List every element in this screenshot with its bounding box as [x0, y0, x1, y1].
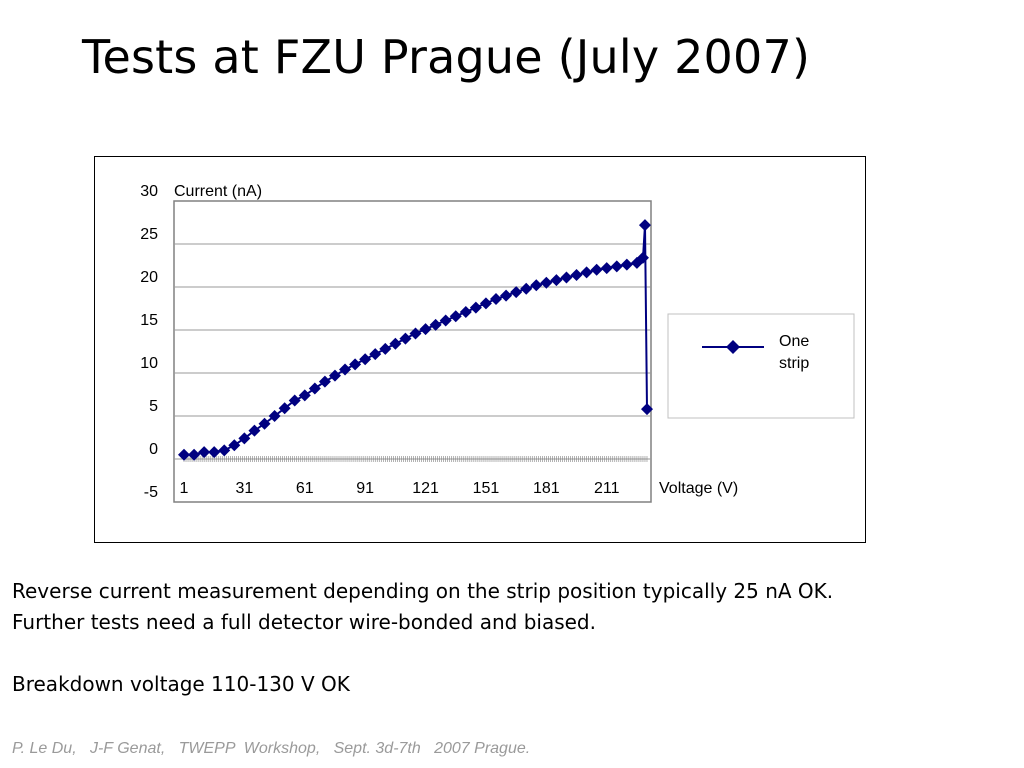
x-tick-label: 1: [180, 480, 189, 497]
data-point: [389, 337, 402, 350]
y-tick-label: 5: [149, 398, 158, 415]
x-tick-label: 61: [296, 480, 314, 497]
legend: One strip: [667, 313, 855, 419]
data-point: [530, 279, 543, 292]
legend-label-line: One: [779, 333, 809, 350]
y-tick-label: -5: [144, 484, 158, 501]
x-tick-label: 121: [412, 480, 439, 497]
data-point: [288, 394, 301, 407]
grid-lines: [174, 243, 651, 460]
data-point: [560, 271, 573, 284]
y-tick-label: 20: [140, 269, 158, 286]
data-point: [278, 402, 291, 415]
data-point: [308, 382, 321, 395]
data-point: [198, 446, 211, 459]
slide-title: Tests at FZU Prague (July 2007): [82, 30, 811, 84]
data-point: [449, 310, 462, 323]
x-tick-labels: 1 31 61 91 121 151 181 211: [180, 456, 648, 497]
chart-frame: 30 25 20 15 10 5 0 -5 1 31 61 91 121 151 181 211 Curre…: [94, 156, 866, 543]
data-point: [570, 268, 583, 281]
data-point: [550, 274, 563, 287]
x-tick-label: 181: [533, 480, 560, 497]
data-point: [379, 342, 392, 355]
data-point: [258, 417, 271, 430]
x-tick-label: 211: [594, 480, 620, 497]
footer-citation: P. Le Du, J-F Genat, TWEPP Workshop, Sep…: [12, 740, 531, 757]
data-point: [600, 262, 613, 275]
y-tick-labels: 30 25 20 15 10 5 0 -5: [140, 183, 158, 501]
data-point: [439, 314, 452, 327]
data-point: [500, 289, 513, 302]
data-point: [636, 251, 649, 264]
data-point: [490, 293, 503, 306]
data-point: [610, 260, 623, 273]
y-tick-label: 25: [140, 226, 158, 243]
series-one-strip: [178, 219, 653, 461]
data-point: [208, 446, 221, 459]
data-point: [339, 363, 352, 376]
data-point: [469, 301, 482, 314]
y-tick-label: 10: [140, 355, 158, 372]
data-point: [248, 424, 261, 437]
data-point: [459, 305, 472, 318]
y-tick-label: 15: [140, 312, 158, 329]
iv-chart: 30 25 20 15 10 5 0 -5 1 31 61 91 121 151 181 211 Curre…: [140, 183, 855, 503]
x-tick-label: 91: [356, 480, 374, 497]
body-line-3: Breakdown voltage 110-130 V OK: [12, 672, 350, 696]
data-point: [409, 327, 422, 340]
y-tick-label: 30: [140, 183, 158, 200]
data-point: [630, 256, 643, 269]
x-axis-label: Voltage (V): [659, 480, 738, 497]
data-point: [298, 389, 311, 402]
data-point: [268, 410, 281, 422]
data-point: [590, 263, 603, 276]
data-point: [520, 282, 533, 295]
y-tick-label: 0: [149, 441, 158, 458]
data-point: [479, 297, 492, 310]
legend-label-line: strip: [779, 355, 809, 372]
data-point: [318, 375, 331, 388]
data-point: [178, 448, 190, 461]
data-point: [328, 369, 341, 382]
data-point: [620, 258, 633, 271]
legend-box: [667, 313, 855, 419]
data-point: [228, 439, 241, 452]
plot-area: [173, 200, 652, 503]
data-point: [540, 276, 553, 289]
legend-label: One strip: [779, 333, 809, 372]
data-point: [399, 332, 412, 345]
body-line-2: Further tests need a full detector wire-…: [12, 610, 596, 634]
x-tick-label: 151: [473, 480, 500, 497]
body-line-1: Reverse current measurement depending on…: [12, 579, 834, 603]
data-point: [580, 266, 593, 279]
data-point: [218, 444, 231, 457]
data-point: [349, 358, 362, 371]
data-point: [188, 448, 201, 461]
data-point: [429, 318, 442, 331]
legend-marker-swatch: [726, 340, 740, 354]
data-point: [419, 323, 432, 336]
data-point: [369, 348, 382, 361]
x-tick-label: 31: [235, 480, 253, 497]
data-point: [640, 403, 653, 416]
data-point: [238, 432, 251, 445]
y-axis-label: Current (nA): [174, 183, 262, 200]
data-point: [638, 219, 651, 232]
data-point: [359, 353, 372, 366]
